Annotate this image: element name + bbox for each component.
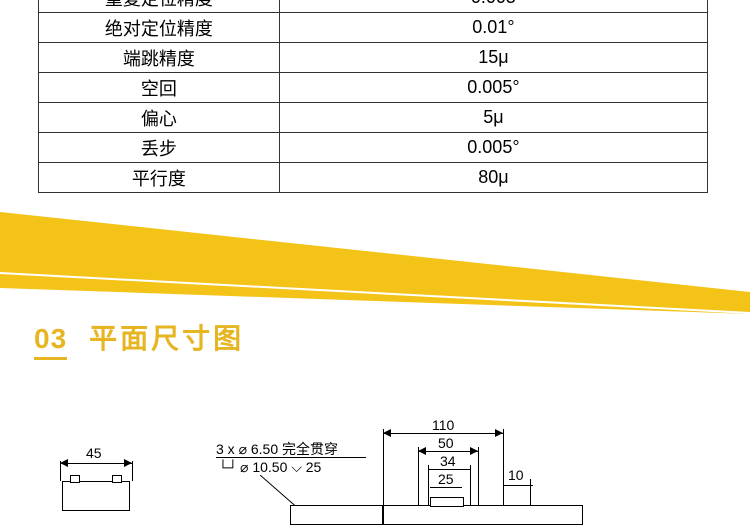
spec-value: 15μ	[279, 43, 707, 73]
spec-value: 80μ	[279, 163, 707, 193]
callout-top: 3 x ⌀ 6.50 完全贯穿	[216, 439, 338, 459]
dim-34: 34	[440, 453, 456, 469]
table-row: 端跳精度15μ	[39, 43, 708, 73]
table-row: 平行度80μ	[39, 163, 708, 193]
spec-label: 丢步	[39, 133, 280, 163]
spec-label: 绝对定位精度	[39, 13, 280, 43]
spec-table: 重复定位精度0.005绝对定位精度0.01°端跳精度15μ空回0.005°偏心5…	[38, 0, 708, 193]
spec-label: 偏心	[39, 103, 280, 133]
section-number: 03	[34, 323, 67, 360]
table-row: 偏心5μ	[39, 103, 708, 133]
dim-110: 110	[432, 417, 454, 433]
spec-value: 0.005	[279, 0, 707, 13]
spec-label: 平行度	[39, 163, 280, 193]
callout-bot: ⌀ 10.50 ⌵ 25	[240, 459, 321, 476]
table-row: 空回0.005°	[39, 73, 708, 103]
spec-label: 端跳精度	[39, 43, 280, 73]
yellow-divider	[0, 212, 750, 322]
table-row: 重复定位精度0.005	[39, 0, 708, 13]
spec-value: 0.01°	[279, 13, 707, 43]
dim-45: 45	[86, 445, 102, 461]
dimension-drawing: 45 3 x ⌀ 6.50 完全贯穿 ⌀ 10.50 ⌵ 25 └┘ 110 5…	[0, 417, 750, 517]
spec-value: 0.005°	[279, 133, 707, 163]
section-title: 平面尺寸图	[89, 317, 244, 357]
spec-label: 重复定位精度	[39, 0, 280, 13]
section-header: 03 平面尺寸图	[34, 317, 244, 360]
table-row: 丢步0.005°	[39, 133, 708, 163]
dim-50: 50	[438, 435, 454, 451]
spec-value: 5μ	[279, 103, 707, 133]
spec-value: 0.005°	[279, 73, 707, 103]
table-row: 绝对定位精度0.01°	[39, 13, 708, 43]
dim-25: 25	[438, 471, 454, 487]
dim-10: 10	[508, 467, 524, 483]
spec-label: 空回	[39, 73, 280, 103]
